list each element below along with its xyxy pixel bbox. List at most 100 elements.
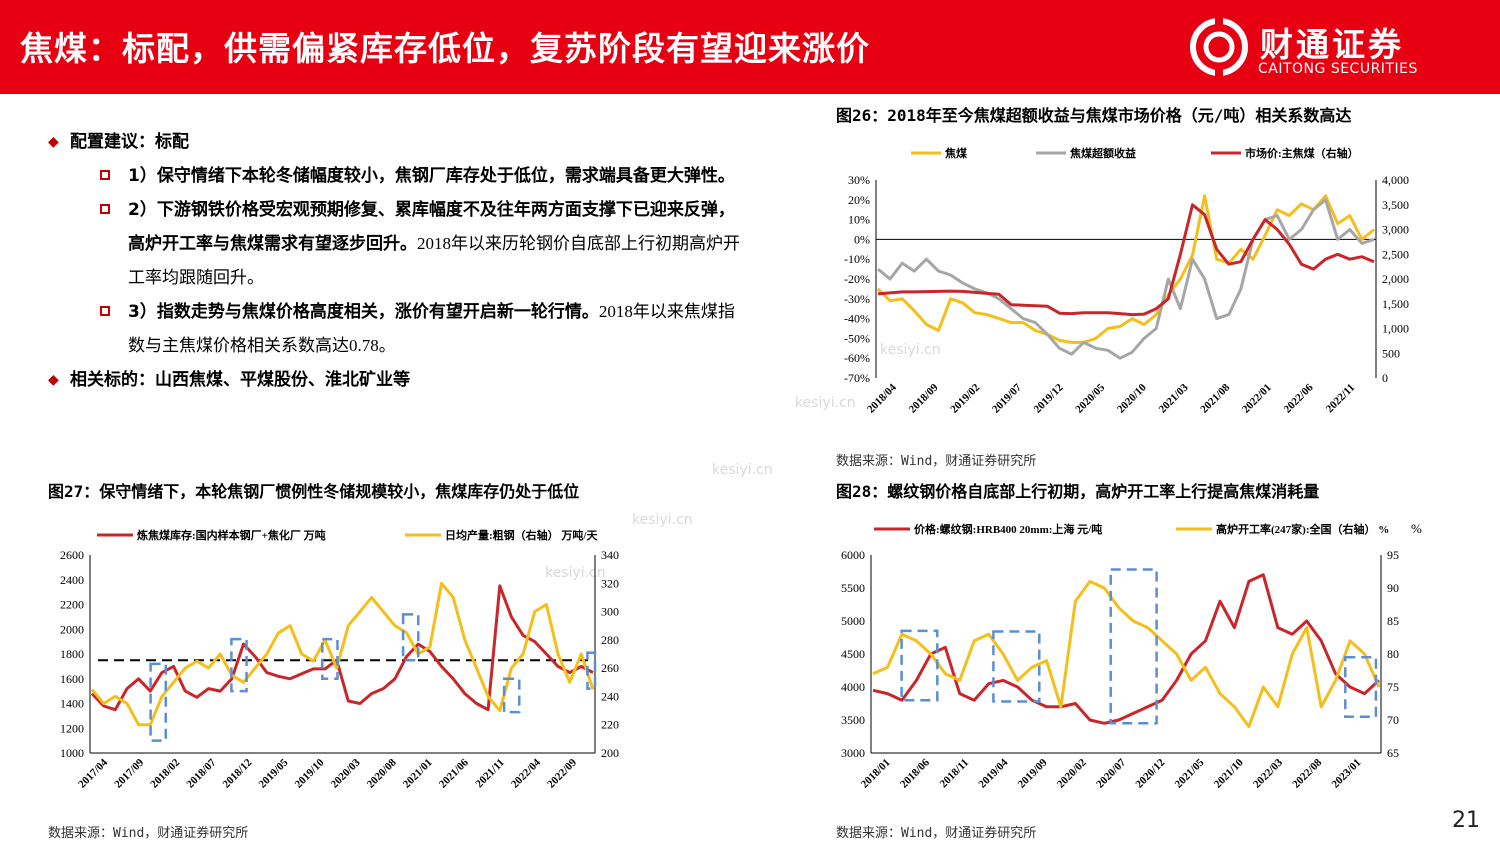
y-tick-label-right: 340: [601, 548, 619, 562]
highlight-box: [230, 637, 248, 693]
y-tick-label-right: 300: [601, 605, 619, 619]
y-tick-label-right: 1,500: [1382, 297, 1409, 311]
x-tick-label: 2021/01: [401, 757, 435, 791]
y-tick-label-left: 5500: [841, 581, 865, 595]
x-tick-label: 2018/01: [859, 757, 893, 791]
chart-title-fig27: 图27：保守情绪下，本轮焦钢厂惯例性冬储规模较小，焦煤库存仍处于低位: [48, 482, 580, 501]
highlight-box: [401, 613, 420, 662]
x-tick-label: 2018/11: [938, 757, 972, 791]
y-tick-label-right: 2,500: [1382, 247, 1409, 261]
page-number: 21: [1452, 808, 1480, 833]
series-line: [877, 198, 1375, 360]
right-axis-unit: %: [1411, 521, 1422, 536]
x-tick-label: 2022/04: [509, 756, 543, 790]
x-tick-label: 2017/09: [112, 756, 146, 790]
y-tick-label-right: 80: [1387, 647, 1399, 661]
y-tick-label-left: 1800: [60, 647, 84, 661]
y-tick-label-left: -20%: [844, 272, 870, 286]
x-tick-label: 2020/03: [329, 756, 363, 790]
sub-bullet-3: 3）指数走势与焦煤价格高度相关，涨价有望开启新一轮行情。2018年以来焦煤指 数与…: [48, 295, 818, 363]
series-line: [877, 203, 1375, 317]
series-line: [876, 194, 1375, 344]
legend-label: 日均产量:粗钢（右轴） 万吨/天: [445, 528, 598, 542]
x-tick-label: 2018/09: [907, 381, 941, 415]
y-tick-label-right: 1,000: [1382, 322, 1409, 336]
x-tick-label: 2019/07: [990, 381, 1024, 415]
watermark: kesiyi.cn: [632, 512, 693, 528]
x-tick-label: 2021/05: [1173, 756, 1207, 790]
y-tick-label-right: 85: [1387, 614, 1399, 628]
y-tick-label-right: 2,000: [1382, 272, 1409, 286]
y-tick-label-left: 1400: [60, 697, 84, 711]
series-line: [872, 579, 1381, 729]
y-tick-label-left: 1000: [60, 746, 84, 760]
y-tick-label-right: 65: [1387, 746, 1399, 760]
x-tick-label: 2018/06: [898, 756, 932, 790]
x-tick-label: 2020/12: [1133, 756, 1167, 790]
watermark: kesiyi.cn: [712, 462, 773, 478]
x-tick-label: 2021/11: [473, 757, 507, 791]
y-tick-label-right: 4,000: [1382, 173, 1409, 187]
logo-text-en: CAITONG SECURITIES: [1258, 61, 1418, 77]
header-bar: 焦煤：标配，供需偏紧库存低位，复苏阶段有望迎来涨价 财通证券 CAITONG S…: [0, 0, 1500, 94]
diamond-icon: ◆: [48, 134, 59, 150]
y-tick-label-left: 4500: [841, 647, 865, 661]
highlight-box: [586, 651, 597, 690]
highlight-box: [502, 677, 521, 714]
x-tick-label: 2022/01: [1240, 382, 1274, 416]
y-tick-label-right: 500: [1382, 346, 1400, 360]
x-tick-label: 2020/05: [1073, 381, 1107, 415]
chart-title-fig26: 图26：2018年至今焦煤超额收益与焦煤市场价格（元/吨）相关系数高达: [836, 106, 1352, 125]
highlight-box: [149, 662, 167, 742]
x-tick-label: 2019/12: [1032, 381, 1066, 415]
x-tick-label: 2021/10: [1212, 756, 1246, 790]
y-tick-label-left: 10%: [848, 213, 870, 227]
y-tick-label-left: 20%: [848, 193, 870, 207]
x-tick-label: 2019/05: [257, 756, 291, 790]
y-tick-label-left: 6000: [841, 548, 865, 562]
y-tick-label-right: 240: [601, 689, 619, 703]
y-tick-label-left: 2200: [60, 598, 84, 612]
series-line: [90, 581, 595, 727]
y-tick-label-left: -40%: [844, 312, 870, 326]
y-tick-label-right: 75: [1387, 680, 1399, 694]
chart-source-fig28: 数据来源：Wind，财通证券研究所: [836, 826, 1037, 841]
y-tick-label-right: 260: [601, 661, 619, 675]
x-tick-label: 2018/12: [220, 756, 254, 790]
y-tick-label-left: -10%: [844, 252, 870, 266]
y-tick-label-right: 3,000: [1382, 223, 1409, 237]
x-tick-label: 2018/07: [184, 756, 218, 790]
y-tick-label-right: 90: [1387, 581, 1399, 595]
x-tick-label: 2020/10: [1115, 381, 1149, 415]
y-tick-label-left: -60%: [844, 351, 870, 365]
y-tick-label-left: 30%: [848, 173, 870, 187]
x-tick-label: 2019/09: [1016, 756, 1050, 790]
y-tick-label-left: 2400: [60, 573, 84, 587]
x-tick-label: 2020/07: [1094, 756, 1128, 790]
x-tick-label: 2022/11: [1324, 382, 1358, 416]
x-tick-label: 2022/09: [545, 756, 579, 790]
square-bullet-icon: [100, 306, 110, 316]
sub-bullet-1: 1）保守情绪下本轮冬储幅度较小，焦钢厂库存处于低位，需求端具备更大弹性。: [48, 159, 818, 193]
watermark: kesiyi.cn: [545, 565, 606, 581]
chart-source-fig27: 数据来源：Wind，财通证券研究所: [48, 826, 249, 841]
y-tick-label-left: 2000: [60, 622, 84, 636]
legend-label: 市场价:主焦煤（右轴）: [1245, 146, 1359, 160]
highlight-box: [992, 630, 1041, 703]
y-tick-label-left: 3500: [841, 713, 865, 727]
y-tick-label-left: 2600: [60, 548, 84, 562]
highlight-box: [1344, 656, 1378, 718]
bullet-allocation: ◆ 配置建议：标配: [48, 125, 818, 159]
square-bullet-icon: [100, 204, 110, 214]
chart-source-fig26: 数据来源：Wind，财通证券研究所: [836, 454, 1037, 469]
y-tick-label-right: 220: [601, 718, 619, 732]
x-tick-label: 2021/06: [437, 756, 471, 790]
x-tick-label: 2019/10: [293, 756, 327, 790]
y-tick-label-left: 5000: [841, 614, 865, 628]
y-tick-label-right: 3,500: [1382, 198, 1409, 212]
chart-title-fig28: 图28：螺纹钢价格自底部上行初期，高炉开工率上行提高焦煤消耗量: [836, 482, 1320, 501]
x-tick-label: 2022/08: [1290, 756, 1324, 790]
y-tick-label-right: 280: [601, 633, 619, 647]
chart-fig27: 2600 2400 2200 2000 1800 1600 1400 1200 1000 340 3…: [60, 528, 619, 791]
y-tick-label-right: 70: [1387, 713, 1399, 727]
